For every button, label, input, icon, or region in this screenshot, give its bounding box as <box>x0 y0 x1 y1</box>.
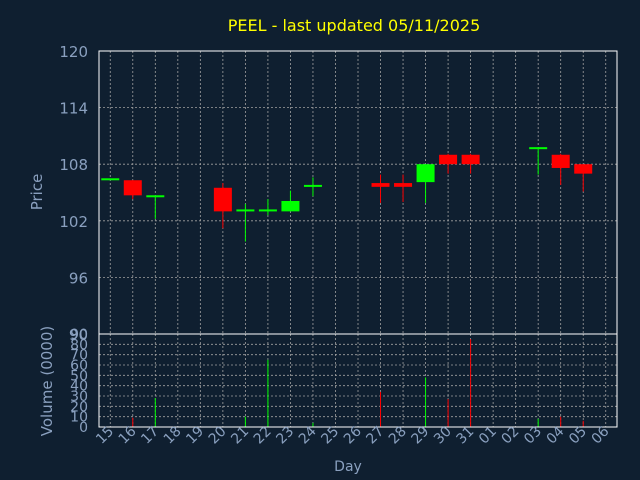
candle-body-03 <box>529 147 548 150</box>
candle-body-30 <box>439 154 458 165</box>
x-axis-label: Day <box>334 459 362 475</box>
candle-body-15 <box>101 178 120 181</box>
volume-y-tick-label: 20 <box>70 399 88 415</box>
x-tick-labels: 1516171819202122232425262728293031010203… <box>93 423 612 447</box>
candle-body-05 <box>574 164 593 174</box>
volume-axis-label: Volume (0000) <box>38 326 56 436</box>
volume-y-tick-label: 10 <box>70 410 88 426</box>
price-y-tick-labels: 90 96 102 108 114 120 <box>59 43 88 344</box>
price-axis-label: Price <box>28 174 46 211</box>
price-y-tick-label: 90 <box>69 326 88 344</box>
volume-y-tick-label: 80 <box>70 337 88 353</box>
chart-title: PEEL - last updated 05/11/2025 <box>228 16 481 35</box>
candle-body-28 <box>394 183 413 187</box>
candle-body-22 <box>258 209 277 212</box>
price-candles <box>101 147 593 242</box>
price-y-tick-label: 120 <box>59 43 88 61</box>
price-y-tick-label: 108 <box>59 156 88 174</box>
volume-y-tick-label: 30 <box>70 389 88 405</box>
price-y-tick-label: 114 <box>59 100 88 118</box>
candle-body-31 <box>461 154 480 165</box>
volume-grid <box>99 333 617 428</box>
candle-body-23 <box>281 200 300 212</box>
price-grid <box>99 50 617 335</box>
volume-bars <box>132 339 584 427</box>
volume-y-tick-label: 40 <box>70 379 88 395</box>
volume-y-tick-label: 60 <box>70 358 88 374</box>
candle-body-17 <box>146 195 165 198</box>
volume-y-tick-label: 50 <box>70 368 88 384</box>
candle-body-20 <box>213 187 232 212</box>
candle-body-16 <box>123 180 142 196</box>
candle-body-04 <box>551 154 570 168</box>
price-y-tick-label: 102 <box>59 213 88 231</box>
candle-body-29 <box>416 164 435 183</box>
candle-body-27 <box>371 183 390 187</box>
volume-y-tick-label: 0 <box>79 420 88 436</box>
volume-y-tick-label: 90 <box>70 327 88 343</box>
plot-frames <box>98 50 618 428</box>
volume-plot-frame <box>98 333 618 428</box>
candle-body-21 <box>236 209 255 212</box>
price-y-tick-label: 96 <box>69 269 88 287</box>
candle-body-24 <box>303 184 322 187</box>
volume-y-tick-label: 70 <box>70 348 88 364</box>
